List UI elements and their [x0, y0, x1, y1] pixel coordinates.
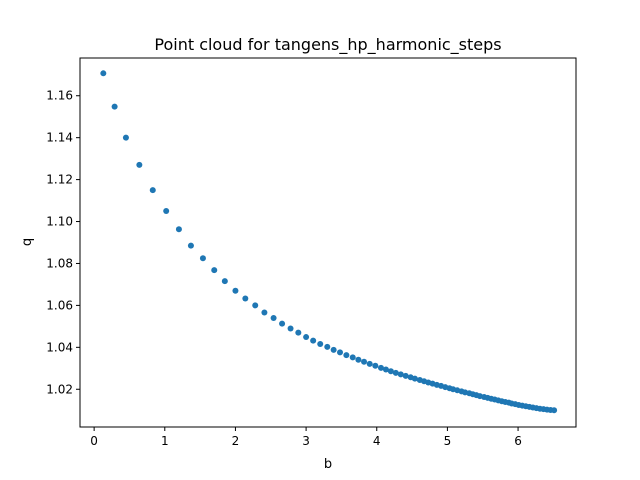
data-point [411, 375, 418, 382]
data-point [242, 295, 249, 302]
data-point [355, 356, 362, 363]
x-tick-label: 6 [514, 434, 522, 448]
x-tick-label: 3 [302, 434, 310, 448]
data-point [303, 334, 310, 341]
y-tick-label: 1.16 [46, 89, 73, 103]
y-axis-ticks: 1.02 1.04 1.06 1.08 1.10 1.12 1.14 1.16 [46, 89, 80, 396]
y-tick-label: 1.10 [46, 215, 73, 229]
plot-frame [79, 57, 577, 428]
data-point [387, 368, 394, 375]
y-tick-label: 1.04 [46, 340, 73, 354]
data-point [221, 278, 228, 285]
y-axis-label: q [20, 238, 35, 246]
data-point [136, 161, 143, 168]
data-point [349, 354, 356, 361]
x-tick-label: 5 [444, 434, 452, 448]
y-tick-label: 1.02 [46, 382, 73, 396]
data-point [343, 352, 350, 359]
data-point [252, 302, 259, 309]
y-tick-label: 1.06 [46, 298, 73, 312]
data-point [337, 349, 344, 356]
data-point [232, 287, 239, 294]
data-point [287, 325, 294, 332]
data-point [366, 360, 373, 367]
data-point [295, 329, 302, 336]
x-axis-ticks: 0 1 2 3 4 5 6 [90, 427, 522, 448]
data-point [187, 242, 194, 249]
data-points [100, 70, 558, 414]
data-point [397, 371, 404, 378]
y-tick-label: 1.14 [46, 131, 73, 145]
data-point [175, 226, 182, 233]
data-point [377, 364, 384, 371]
data-point [372, 362, 379, 369]
data-point [324, 343, 331, 350]
data-point [382, 366, 389, 373]
data-point [317, 340, 324, 347]
data-point [310, 337, 317, 344]
data-point [149, 187, 156, 194]
data-point [100, 70, 107, 77]
data-point [211, 267, 218, 274]
data-point [330, 346, 337, 353]
data-point [199, 255, 206, 262]
y-tick-label: 1.08 [46, 256, 73, 270]
data-point [261, 309, 268, 316]
data-point [122, 134, 129, 141]
x-tick-label: 4 [373, 434, 381, 448]
x-tick-label: 0 [90, 434, 98, 448]
data-point [361, 358, 368, 365]
data-point [551, 407, 558, 414]
y-tick-label: 1.12 [46, 173, 73, 187]
chart-title: Point cloud for tangens_hp_harmonic_step… [154, 35, 501, 55]
x-axis-label: b [324, 457, 332, 472]
data-point [392, 369, 399, 376]
data-point [402, 372, 409, 379]
data-point [111, 103, 118, 110]
x-tick-label: 1 [161, 434, 169, 448]
data-point [163, 208, 170, 215]
data-point [279, 320, 286, 327]
data-point [270, 314, 277, 321]
x-tick-label: 2 [232, 434, 240, 448]
